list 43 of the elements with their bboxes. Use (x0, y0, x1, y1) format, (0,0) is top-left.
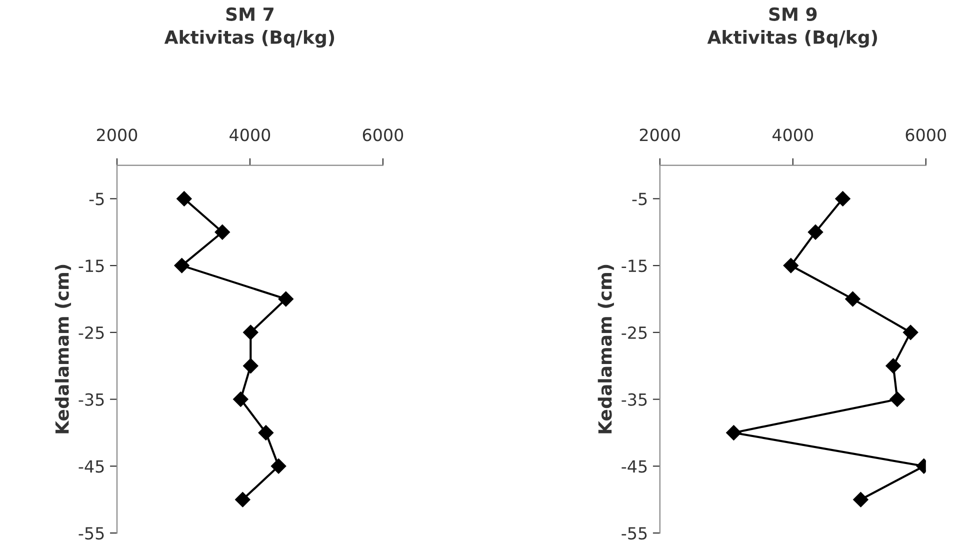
y-tick-label: -45 (78, 460, 104, 473)
y-tick-label: -5 (632, 192, 647, 206)
x-tick-label: 4000 (230, 128, 270, 142)
point (853, 492, 868, 508)
y-tick-label: -25 (78, 326, 104, 339)
point (903, 324, 918, 340)
point (174, 258, 190, 274)
x-axis-title: Aktivitas (Bq/kg) (164, 30, 334, 48)
point (243, 324, 258, 340)
point (845, 291, 860, 307)
point (176, 191, 192, 206)
y-tick-label: -35 (622, 393, 647, 406)
y-tick-label: -15 (78, 260, 104, 272)
point (214, 224, 230, 240)
point (726, 425, 742, 440)
x-tick-label: 6000 (362, 128, 404, 142)
point (835, 191, 850, 206)
point (783, 258, 798, 274)
x-tick-label: 2000 (97, 128, 138, 142)
point (886, 358, 901, 374)
chart-title: SM 9 (769, 7, 817, 21)
y-axis-title: Kedalamam (cm) (54, 264, 72, 434)
x-tick-label: 4000 (772, 128, 813, 142)
y-tick-label: -45 (622, 460, 647, 473)
x-tick-label: 2000 (640, 128, 680, 142)
point (243, 358, 258, 374)
y-tick-label: -55 (622, 527, 647, 540)
x-tick-label: 6000 (906, 128, 946, 142)
point (233, 392, 248, 407)
point (270, 458, 286, 474)
point (278, 291, 294, 307)
x-axis-title: Aktivitas (Bq/kg) (707, 30, 877, 48)
y-tick-label: -5 (89, 192, 104, 206)
point (890, 392, 905, 407)
chart-title: SM 7 (226, 7, 274, 21)
y-tick-label: -55 (78, 527, 104, 540)
point (235, 492, 250, 508)
y-tick-label: -35 (78, 393, 104, 406)
point (808, 224, 824, 240)
point (258, 425, 274, 440)
y-tick-label: -25 (622, 326, 647, 339)
y-tick-label: -15 (622, 260, 647, 272)
y-axis-title: Kedalamam (cm) (598, 264, 614, 434)
